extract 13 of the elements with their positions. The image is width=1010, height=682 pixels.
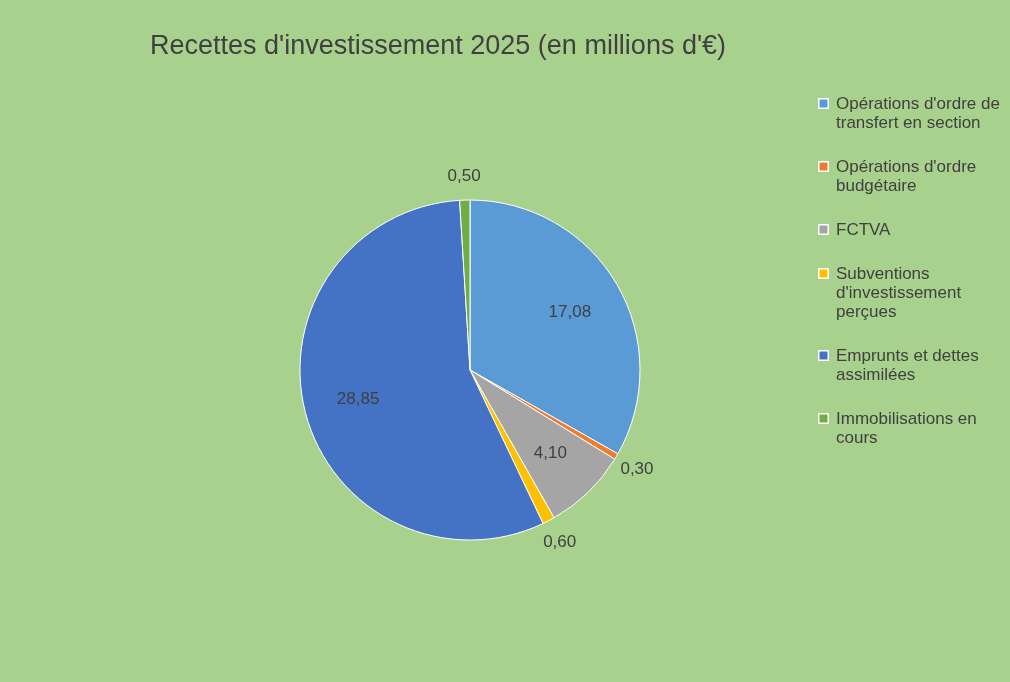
data-label: 28,85 [336, 388, 380, 408]
legend-label: Immobilisations en cours [836, 408, 977, 447]
data-label: 0,50 [447, 166, 481, 186]
legend-label: Emprunts et dettes assimilées [836, 345, 979, 384]
data-label: 4,10 [533, 443, 567, 463]
data-label: 17,08 [548, 301, 592, 321]
legend-label: Opérations d'ordre de transfert en section [836, 93, 1000, 132]
legend-label: Opérations d'ordre budgétaire [836, 156, 977, 195]
legend-label: Subventions d'investissement perçues [836, 263, 962, 321]
data-label: 0,30 [620, 458, 654, 478]
data-label: 0,60 [543, 532, 577, 552]
legend-label: FCTVA [836, 219, 892, 239]
chart-title: Recettes d'investissement 2025 (en millions d'€) [150, 30, 727, 60]
